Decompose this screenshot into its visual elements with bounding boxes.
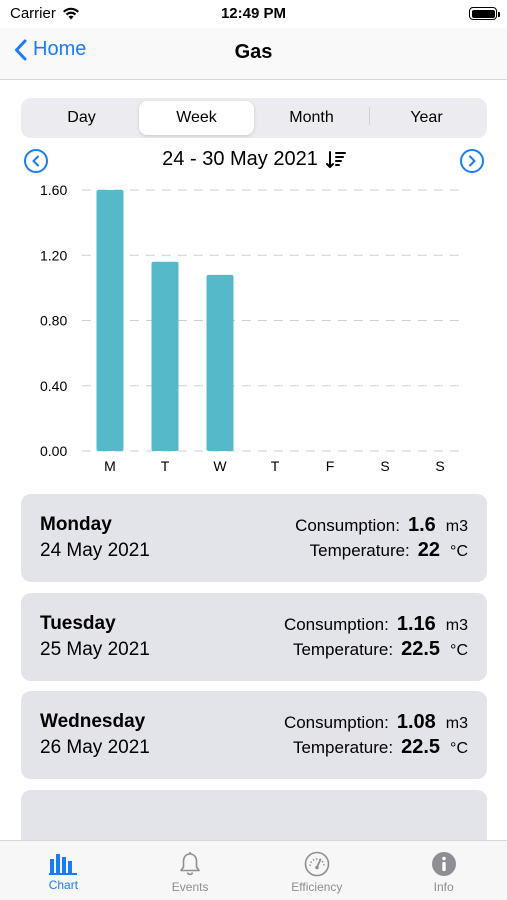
- gauge-icon: [304, 851, 330, 877]
- card-metrics: Consumption: 1.08 m3 Temperature: 22.5 °…: [284, 711, 468, 761]
- temperature-label: Temperature:: [292, 640, 394, 659]
- card-day-name: Monday: [40, 514, 112, 535]
- carrier-label: Carrier: [10, 5, 56, 22]
- card-date: 26 May 2021: [40, 737, 150, 758]
- consumption-row: Consumption: 1.08 m3: [284, 711, 468, 736]
- tab-bar: Chart Events Efficiency Info: [0, 840, 507, 900]
- consumption-row: Consumption: 1.6 m3: [295, 514, 468, 539]
- x-tick-label: M: [104, 458, 116, 474]
- segment-day[interactable]: Day: [24, 101, 139, 135]
- consumption-label: Consumption:: [283, 615, 389, 634]
- y-tick-label: 0.80: [40, 313, 67, 329]
- x-tick-label: S: [435, 458, 444, 474]
- status-time: 12:49 PM: [220, 5, 287, 22]
- temperature-value: 22.5: [401, 736, 441, 758]
- segment-week[interactable]: Week: [139, 101, 254, 135]
- card-day-name: Wednesday: [40, 711, 146, 732]
- temperature-unit: °C: [450, 740, 468, 757]
- card-metrics: Consumption: 1.6 m3 Temperature: 22 °C: [295, 514, 468, 564]
- back-button[interactable]: Home: [14, 38, 86, 61]
- bell-icon: [180, 852, 200, 876]
- y-tick-label: 0.40: [40, 378, 67, 394]
- temperature-unit: °C: [450, 642, 468, 659]
- temperature-row: Temperature: 22.5 °C: [284, 736, 468, 761]
- temperature-row: Temperature: 22 °C: [295, 539, 468, 564]
- x-tick-label: W: [213, 458, 227, 474]
- y-tick-label: 1.20: [40, 247, 67, 263]
- day-card-monday[interactable]: Monday 24 May 2021 Consumption: 1.6 m3 T…: [21, 494, 487, 582]
- temperature-label: Temperature:: [292, 738, 394, 757]
- consumption-unit: m3: [445, 617, 468, 634]
- battery-icon: [469, 7, 500, 20]
- tab-label: Events: [171, 880, 209, 894]
- segment-label: Month: [289, 109, 334, 126]
- back-button-label: Home: [33, 38, 87, 60]
- temperature-label: Temperature:: [309, 541, 410, 560]
- chevron-right-icon: [469, 155, 476, 167]
- bar-chart-icon: [49, 854, 78, 875]
- segment-label: Day: [67, 109, 96, 126]
- tab-chart[interactable]: Chart: [0, 841, 127, 900]
- segment-year[interactable]: Year: [369, 101, 484, 135]
- y-tick-label: 0.00: [40, 443, 67, 459]
- chevron-left-icon: [32, 155, 39, 167]
- week-range: 24 - 30 May 2021: [21, 148, 487, 171]
- tab-label: Efficiency: [291, 880, 343, 894]
- status-carrier-group: Carrier: [10, 5, 80, 22]
- next-week-button[interactable]: [460, 149, 484, 173]
- segment-label: Year: [410, 109, 443, 126]
- x-tick-label: T: [271, 458, 280, 474]
- segment-month[interactable]: Month: [254, 101, 369, 135]
- tab-events[interactable]: Events: [127, 841, 254, 900]
- temperature-unit: °C: [450, 543, 468, 560]
- previous-week-button[interactable]: [24, 149, 48, 173]
- card-date: 25 May 2021: [40, 639, 150, 660]
- x-tick-label: S: [380, 458, 389, 474]
- navigation-bar: Home Gas: [0, 28, 507, 80]
- week-range-label: 24 - 30 May 2021: [162, 148, 318, 170]
- tab-efficiency[interactable]: Efficiency: [254, 841, 381, 900]
- tab-label: Info: [433, 880, 454, 894]
- status-bar: Carrier 12:49 PM: [0, 0, 507, 28]
- consumption-bar-chart: 0.00 0.40 0.80 1.20 1.60 M T W T F S S: [40, 182, 466, 474]
- day-card-partial[interactable]: [21, 790, 487, 840]
- consumption-value: 1.16: [396, 613, 436, 635]
- temperature-value: 22.5: [401, 638, 441, 660]
- wifi-icon: [62, 7, 79, 20]
- consumption-unit: m3: [445, 715, 468, 732]
- bar-2: [206, 274, 234, 451]
- day-card-tuesday[interactable]: Tuesday 25 May 2021 Consumption: 1.16 m3…: [21, 593, 487, 681]
- y-tick-label: 1.60: [40, 182, 67, 198]
- consumption-value: 1.6: [407, 514, 436, 536]
- consumption-value: 1.08: [396, 711, 436, 733]
- consumption-unit: m3: [445, 518, 468, 535]
- x-tick-label: T: [161, 458, 170, 474]
- info-icon: [431, 852, 456, 876]
- segment-label: Week: [176, 109, 217, 126]
- day-card-wednesday[interactable]: Wednesday 26 May 2021 Consumption: 1.08 …: [21, 691, 487, 779]
- card-day-name: Tuesday: [40, 613, 116, 634]
- x-tick-label: F: [326, 458, 335, 474]
- card-metrics: Consumption: 1.16 m3 Temperature: 22.5 °…: [284, 613, 468, 663]
- chevron-left-icon: [15, 39, 27, 60]
- card-date: 24 May 2021: [40, 540, 150, 561]
- tab-info[interactable]: Info: [380, 841, 507, 900]
- sort-icon[interactable]: [325, 150, 346, 169]
- period-segmented-control: Day Week Month Year: [21, 98, 487, 138]
- bar-0: [96, 190, 124, 451]
- temperature-value: 22: [417, 539, 441, 561]
- consumption-row: Consumption: 1.16 m3: [284, 613, 468, 638]
- page-title: Gas: [234, 41, 273, 63]
- temperature-row: Temperature: 22.5 °C: [284, 638, 468, 663]
- tab-label: Chart: [48, 878, 79, 892]
- consumption-label: Consumption:: [295, 516, 400, 535]
- segment-divider: [369, 107, 370, 125]
- consumption-label: Consumption:: [283, 713, 389, 732]
- bar-1: [151, 261, 179, 451]
- week-selector: 24 - 30 May 2021: [21, 146, 487, 176]
